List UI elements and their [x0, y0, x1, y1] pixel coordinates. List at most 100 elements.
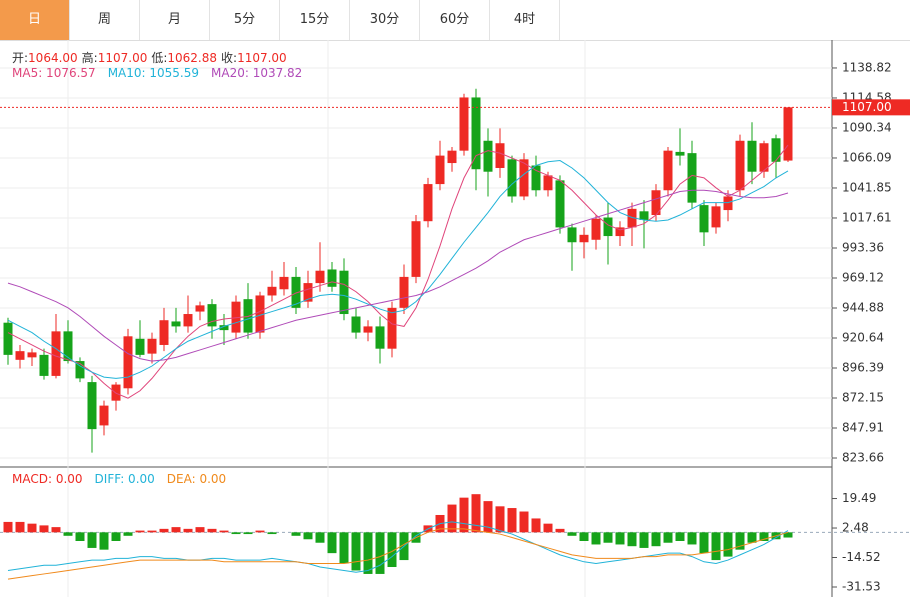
- candle-body: [375, 326, 385, 349]
- y-tick-label: 1017.61: [842, 210, 892, 224]
- y-tick-label: 920.64: [842, 330, 884, 344]
- candle-body: [399, 276, 409, 308]
- macd-bar: [15, 521, 25, 533]
- macd-bar: [615, 532, 625, 545]
- tab[interactable]: 60分: [420, 0, 490, 40]
- info-label: 低:: [151, 51, 168, 65]
- macd-bar: [219, 530, 229, 533]
- legend-entry: MA20: 1037.82: [211, 66, 303, 80]
- candle-body: [723, 196, 733, 211]
- macd-bar: [123, 532, 133, 536]
- candle-body: [219, 325, 229, 331]
- info-label: 开:: [12, 51, 29, 65]
- macd-bar: [51, 527, 61, 533]
- y-tick-label: 847.91: [842, 421, 884, 435]
- macd-bar: [483, 501, 493, 533]
- candle-body: [3, 322, 13, 355]
- candle-body: [387, 307, 397, 349]
- info-value: 1107.00: [237, 51, 287, 65]
- macd-bar: [603, 532, 613, 543]
- macd-bar: [87, 532, 97, 548]
- tab[interactable]: 日: [0, 0, 70, 40]
- candle-body: [303, 283, 313, 302]
- candle-body: [663, 150, 673, 191]
- candle-body: [735, 140, 745, 191]
- macd-bar: [651, 532, 661, 547]
- y-tick-label: 1138.82: [842, 60, 892, 74]
- candle-body: [447, 150, 457, 164]
- candle-body: [243, 299, 253, 333]
- candle-body: [507, 159, 517, 197]
- macd-bar: [555, 528, 565, 533]
- macd-bar: [783, 532, 793, 538]
- candle-body: [411, 221, 421, 277]
- signal-line: [7, 521, 789, 573]
- macd-bar: [315, 532, 325, 543]
- y-tick-label: 1066.09: [842, 150, 892, 164]
- candle-body: [231, 301, 241, 333]
- candle-body: [531, 165, 541, 191]
- candle-body: [555, 180, 565, 228]
- macd-bar: [231, 532, 241, 535]
- macd-bar: [699, 532, 709, 554]
- candle-body: [519, 159, 529, 197]
- tab[interactable]: 30分: [350, 0, 420, 40]
- candle-body: [315, 270, 325, 284]
- candle-body: [351, 316, 361, 333]
- candle-body: [615, 227, 625, 237]
- macd-bar: [99, 532, 109, 550]
- macd-bar: [567, 532, 577, 536]
- last-price-label: 1107.00: [842, 100, 892, 114]
- macd-bar: [495, 506, 505, 533]
- candle-body: [639, 211, 649, 220]
- candle-body: [147, 338, 157, 354]
- info-label: 收:: [221, 51, 238, 65]
- candle-body: [27, 352, 37, 358]
- candle-body: [567, 227, 577, 243]
- macd-bar: [711, 532, 721, 561]
- candle-body: [459, 97, 469, 151]
- tab[interactable]: 周: [70, 0, 140, 40]
- candle-body: [699, 205, 709, 233]
- candle-body: [195, 305, 205, 312]
- y-tick-label: 1090.34: [842, 120, 892, 134]
- candle-body: [423, 184, 433, 222]
- macd-bar: [579, 532, 589, 541]
- y-tick-label: 969.12: [842, 270, 884, 284]
- macd-bar: [351, 532, 361, 571]
- macd-bar: [639, 532, 649, 548]
- tab[interactable]: 4时: [490, 0, 560, 40]
- tab[interactable]: 5分: [210, 0, 280, 40]
- macd-bar: [291, 532, 301, 536]
- macd-bar: [327, 532, 337, 554]
- candle-body: [483, 140, 493, 172]
- tab[interactable]: 月: [140, 0, 210, 40]
- candle-body: [279, 276, 289, 290]
- macd-bar: [75, 532, 85, 541]
- legend-entry: DIFF: 0.00: [94, 472, 155, 486]
- y-tick-label: -14.52: [842, 550, 881, 564]
- candle-body: [771, 138, 781, 162]
- candle-body: [627, 208, 637, 228]
- macd-bar: [183, 528, 193, 533]
- candle-body: [759, 143, 769, 172]
- ma-legend: MA5: 1076.57 MA10: 1055.59 MA20: 1037.82: [12, 66, 314, 80]
- last-price-box: [832, 99, 910, 116]
- macd-bar: [663, 532, 673, 543]
- macd-bar: [135, 530, 145, 533]
- tab[interactable]: 15分: [280, 0, 350, 40]
- ma-line: [7, 189, 789, 362]
- macd-bar: [147, 530, 157, 533]
- candle-body: [591, 218, 601, 240]
- macd-bar: [735, 532, 745, 550]
- y-tick-label: 872.15: [842, 391, 884, 405]
- macd-bar: [111, 532, 121, 541]
- candle-body: [327, 269, 337, 287]
- ma-line: [7, 144, 789, 399]
- macd-bar: [723, 532, 733, 557]
- candle-body: [15, 351, 25, 360]
- macd-bar: [363, 532, 373, 574]
- macd-bar: [531, 518, 541, 533]
- candle-body: [675, 151, 685, 156]
